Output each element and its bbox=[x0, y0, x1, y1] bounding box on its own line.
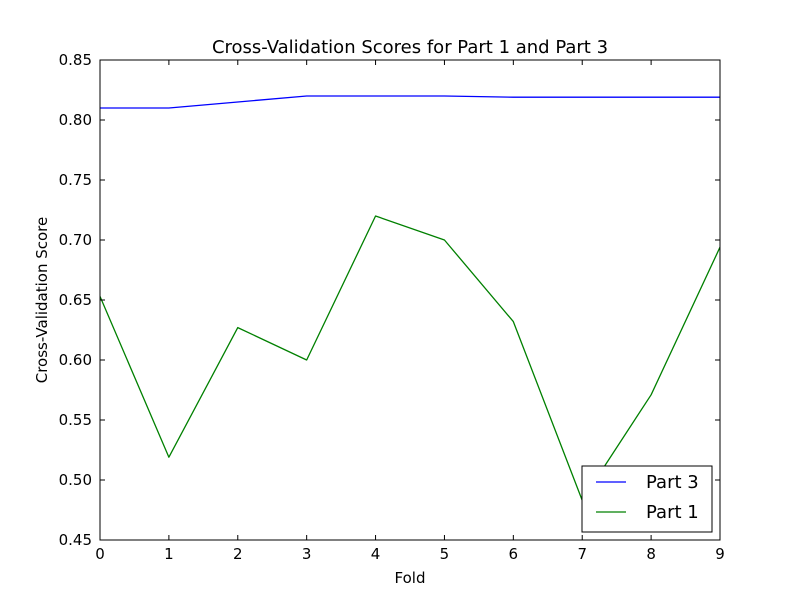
plot-area bbox=[100, 60, 720, 540]
x-tick-label: 7 bbox=[577, 545, 587, 563]
axes: 0 1 2 3 4 5 6 7 8 9 0.45 0.50 0.55 0.60 0.65 0.70 0.75 0.… bbox=[59, 51, 725, 563]
x-tick-label: 6 bbox=[509, 545, 519, 563]
y-tick-label: 0.65 bbox=[59, 291, 92, 309]
plot-background bbox=[100, 60, 720, 540]
y-tick-label: 0.50 bbox=[59, 471, 92, 489]
x-tick-label: 2 bbox=[233, 545, 243, 563]
x-tick-label: 5 bbox=[440, 545, 450, 563]
x-tick-label: 8 bbox=[646, 545, 656, 563]
y-tick-label: 0.80 bbox=[59, 111, 92, 129]
x-tick-label: 4 bbox=[371, 545, 381, 563]
legend-entry-label: Part 3 bbox=[646, 472, 699, 493]
y-tick-label: 0.75 bbox=[59, 171, 92, 189]
legend-box bbox=[581, 465, 713, 533]
x-tick-label: 0 bbox=[95, 545, 105, 563]
y-tick-label: 0.45 bbox=[59, 531, 92, 549]
series-line-part-3 bbox=[100, 95, 720, 109]
y-axis-label: Cross-Validation Score bbox=[33, 217, 51, 384]
y-tick-label: 0.60 bbox=[59, 351, 92, 369]
y-tick-label: 0.70 bbox=[59, 231, 92, 249]
legend-entry-label: Part 1 bbox=[646, 502, 699, 523]
series-lines bbox=[100, 95, 720, 502]
x-tick-label: 9 bbox=[715, 545, 725, 563]
legend: Part 3 Part 1 bbox=[581, 465, 713, 533]
chart-title: Cross-Validation Scores for Part 1 and P… bbox=[212, 37, 608, 58]
x-tick-label: 1 bbox=[164, 545, 174, 563]
x-axis-label: Fold bbox=[395, 569, 426, 587]
y-tick-label: 0.55 bbox=[59, 411, 92, 429]
series-line-part-1 bbox=[100, 215, 720, 502]
y-tick-label: 0.85 bbox=[59, 51, 92, 69]
x-tick-label: 3 bbox=[302, 545, 312, 563]
